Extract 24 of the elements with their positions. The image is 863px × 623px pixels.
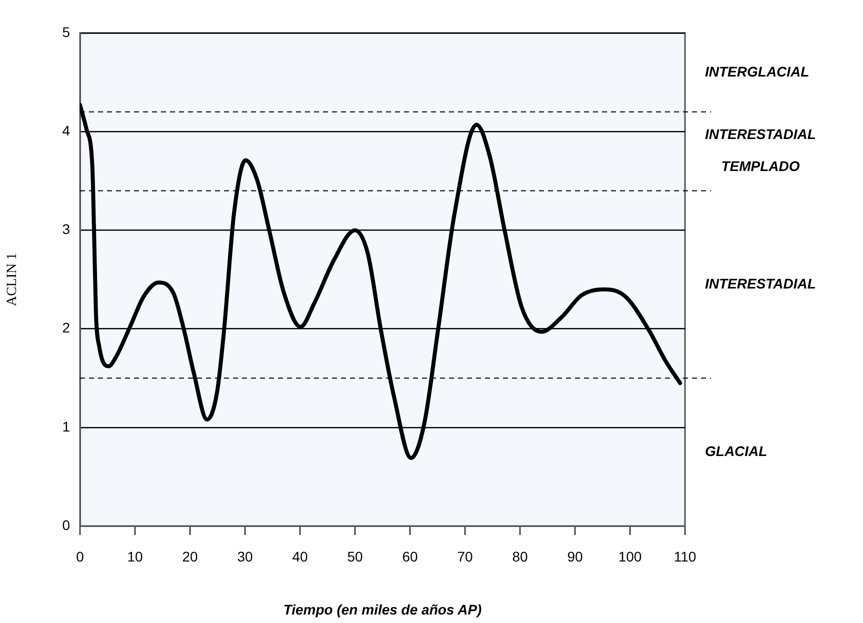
y-tick-label: 4: [62, 122, 70, 138]
x-tick-label: 40: [292, 548, 308, 564]
x-tick-label: 0: [76, 548, 84, 564]
text: GLACIAL: [705, 442, 768, 459]
x-axis-title: Tiempo (en miles de años AP): [283, 601, 482, 618]
x-tick-label: 110: [674, 548, 696, 564]
x-tick-label: 50: [347, 548, 363, 564]
x-tick-label: 70: [457, 548, 473, 564]
y-tick-label: 5: [62, 24, 70, 40]
y-axis-title: ACLIN 1: [5, 252, 20, 306]
x-tick-label: 20: [182, 548, 198, 564]
y-tick-label: 3: [62, 221, 70, 238]
x-tick-label: 90: [567, 548, 583, 564]
x-tick-label: 10: [127, 548, 143, 564]
y-tick-label: 1: [62, 418, 70, 434]
text: INTERESTADIAL TEMPLADO: [704, 126, 816, 174]
y-tick-label: 0: [62, 516, 70, 533]
x-tick-label: 80: [512, 548, 528, 564]
x-tick-label: 60: [402, 548, 418, 564]
y-tick-label: 2: [62, 320, 70, 336]
x-tick-label: 30: [237, 548, 253, 564]
text: INTERESTADIAL: [704, 275, 816, 292]
x-tick-label: 100: [618, 548, 642, 564]
text: INTERGLACIAL: [705, 63, 810, 80]
